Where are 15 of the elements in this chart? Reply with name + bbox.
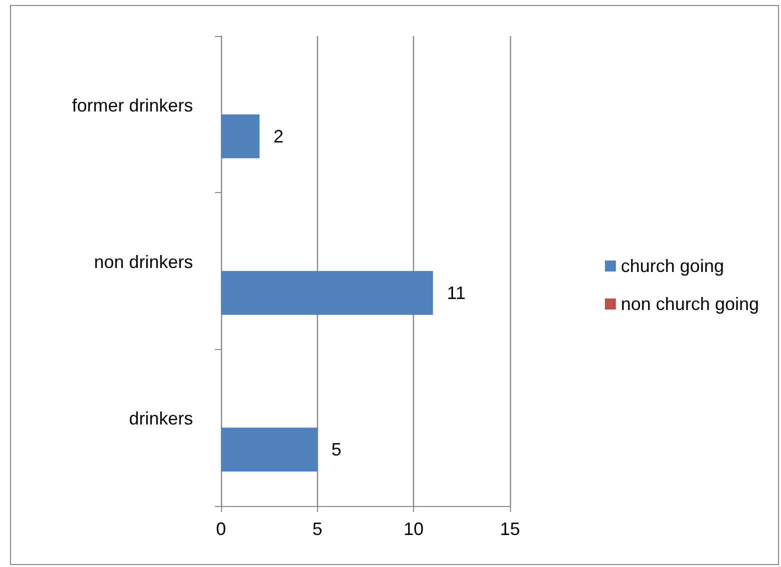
x-tick-label: 0 bbox=[216, 519, 226, 539]
y-tick-label: drinkers bbox=[128, 408, 193, 429]
x-tick-label: 10 bbox=[404, 519, 424, 539]
y-tick-label: non drinkers bbox=[94, 252, 193, 272]
x-tick-label: 5 bbox=[312, 519, 322, 539]
legend-label: church going bbox=[620, 256, 724, 276]
data-label: 5 bbox=[331, 440, 342, 460]
legend-label: non church going bbox=[620, 294, 760, 314]
bar bbox=[221, 271, 433, 315]
bar bbox=[221, 114, 260, 158]
data-label: 11 bbox=[446, 282, 466, 303]
data-label: 2 bbox=[274, 126, 284, 146]
x-tick-label: 15 bbox=[500, 519, 520, 539]
bar bbox=[221, 428, 318, 472]
y-tick-label: former drinkers bbox=[72, 95, 193, 116]
